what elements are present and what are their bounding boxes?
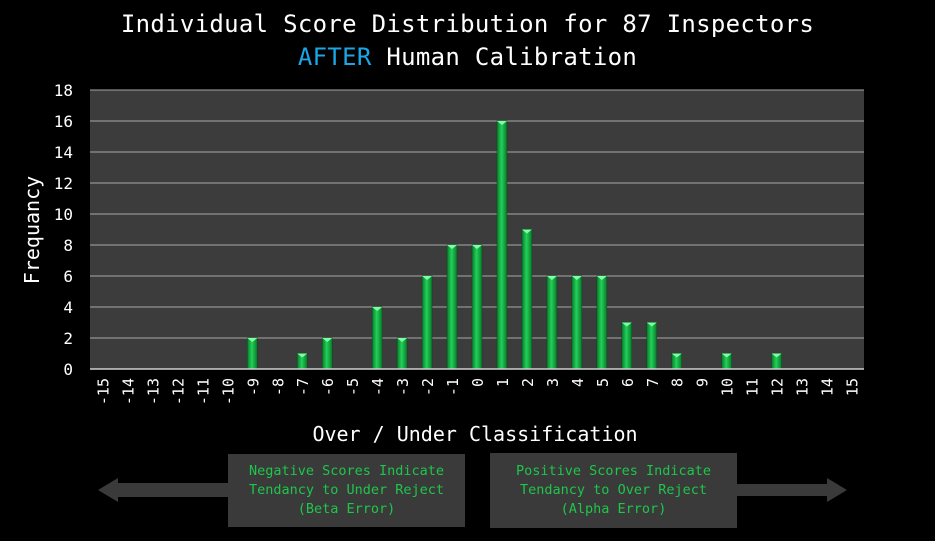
bar--6: [321, 337, 333, 370]
bar-cap-6: [621, 322, 632, 327]
bar-2: [521, 229, 533, 370]
x-tick-label: 6: [619, 378, 637, 387]
bar-7: [646, 322, 658, 370]
y-tick-label: 8: [63, 236, 73, 255]
chart-title: Individual Score Distribution for 87 Ins…: [0, 8, 935, 74]
x-tick-label: 10: [719, 378, 737, 396]
bar-3: [546, 275, 558, 370]
y-tick-label: 2: [63, 329, 73, 348]
x-tick-label: -15: [94, 378, 112, 405]
x-tick-label: -1: [444, 378, 462, 396]
note-right-line-2: Tendancy to Over Reject: [520, 482, 707, 498]
x-tick-label: 1: [494, 378, 512, 387]
x-tick-label: 12: [769, 378, 787, 396]
x-tick-label: 15: [844, 378, 862, 396]
x-tick-label: -12: [169, 378, 187, 405]
y-tick-label: 6: [63, 267, 73, 286]
note-right-line-1: Positive Scores Indicate: [515, 463, 712, 479]
note-left-line-2: Tendancy to Under Reject: [248, 482, 445, 498]
bar--4: [371, 306, 383, 370]
bar-cap--2: [422, 276, 433, 280]
note-right-line-3: (Alpha Error): [560, 501, 667, 517]
title-suffix: Human Calibration: [371, 43, 638, 71]
bar-0: [471, 244, 483, 370]
positive-scores-note: Positive Scores Indicate Tendancy to Ove…: [490, 453, 737, 528]
y-tick-label: 4: [63, 298, 73, 317]
x-tick-label: 7: [644, 378, 662, 387]
bar-cap--3: [397, 338, 408, 342]
bar--3: [396, 337, 408, 370]
negative-scores-note: Negative Scores Indicate Tendancy to Und…: [228, 454, 465, 527]
title-line-2: AFTER Human Calibration: [0, 41, 935, 74]
bar-5: [596, 275, 608, 370]
bar-cap-10: [721, 353, 732, 358]
bar-cap-3: [546, 276, 557, 280]
note-left-line-1: Negative Scores Indicate: [248, 463, 445, 479]
x-tick-label: -8: [269, 378, 287, 396]
y-tick-label: 16: [54, 112, 73, 131]
y-tick-label: 12: [54, 174, 73, 193]
x-tick-label: 13: [794, 378, 812, 396]
bar-1: [496, 120, 508, 370]
bar-cap--9: [247, 338, 258, 342]
x-tick-label: -9: [244, 378, 262, 396]
x-tick-label: -5: [344, 378, 362, 396]
bar-cap-4: [571, 276, 582, 280]
bar-cap-7: [646, 322, 657, 327]
bar-cap--7: [297, 353, 308, 358]
bar-cap-1: [496, 121, 507, 125]
title-accent: AFTER: [297, 43, 372, 71]
bar-6: [621, 322, 633, 370]
bar-4: [571, 275, 583, 370]
x-tick-label: 3: [544, 378, 562, 387]
x-tick-label: -11: [194, 378, 212, 405]
bar--2: [421, 275, 433, 370]
y-tick-labels: 0 2 4 6 8 10 12 14 16 18: [54, 81, 73, 379]
x-tick-label: -14: [119, 378, 137, 405]
x-tick-label: 4: [569, 378, 587, 387]
bar-cap--6: [322, 338, 333, 342]
x-tick-label: -6: [319, 378, 337, 396]
bar--9: [247, 337, 258, 370]
bar-cap--4: [372, 307, 383, 311]
x-tick-label: -3: [394, 378, 412, 396]
x-tick-label: -2: [419, 378, 437, 396]
x-tick-label: 2: [519, 378, 537, 387]
y-tick-label: 10: [54, 205, 73, 224]
x-tick-label: -7: [294, 378, 312, 396]
x-tick-label: 14: [819, 378, 837, 396]
x-axis-label: Over / Under Classification: [312, 422, 638, 446]
bars: [247, 120, 782, 370]
bar-cap-2: [521, 229, 532, 234]
note-left-line-3: (Beta Error): [297, 501, 396, 517]
bar-cap-12: [771, 353, 782, 358]
bar-cap-5: [596, 276, 607, 280]
bar-cap--1: [447, 245, 458, 249]
y-tick-label: 14: [54, 143, 73, 162]
x-tick-label: -10: [219, 378, 237, 405]
right-arrow: [737, 478, 847, 502]
bar--1: [446, 244, 458, 370]
x-tick-label: 11: [744, 378, 762, 396]
title-line-1: Individual Score Distribution for 87 Ins…: [120, 10, 815, 38]
y-tick-label: 0: [63, 360, 73, 379]
x-tick-labels: -15 -14 -13 -12 -11 -10 -9 -8 -7 -6 -5 -4 -3 -2 -1 0 1 2 3…: [94, 378, 861, 405]
x-tick-label: 5: [594, 378, 612, 387]
x-tick-label: -13: [144, 378, 162, 405]
y-tick-label: 18: [54, 81, 73, 100]
bar-cap-0: [472, 245, 482, 249]
x-tick-label: -4: [369, 378, 387, 396]
x-tick-label: 8: [669, 378, 687, 387]
bar-cap-8: [671, 353, 682, 358]
x-tick-label: 0: [469, 378, 487, 387]
x-tick-label: 9: [694, 378, 712, 387]
y-axis-label: Frequancy: [20, 175, 44, 285]
left-arrow: [98, 478, 228, 502]
